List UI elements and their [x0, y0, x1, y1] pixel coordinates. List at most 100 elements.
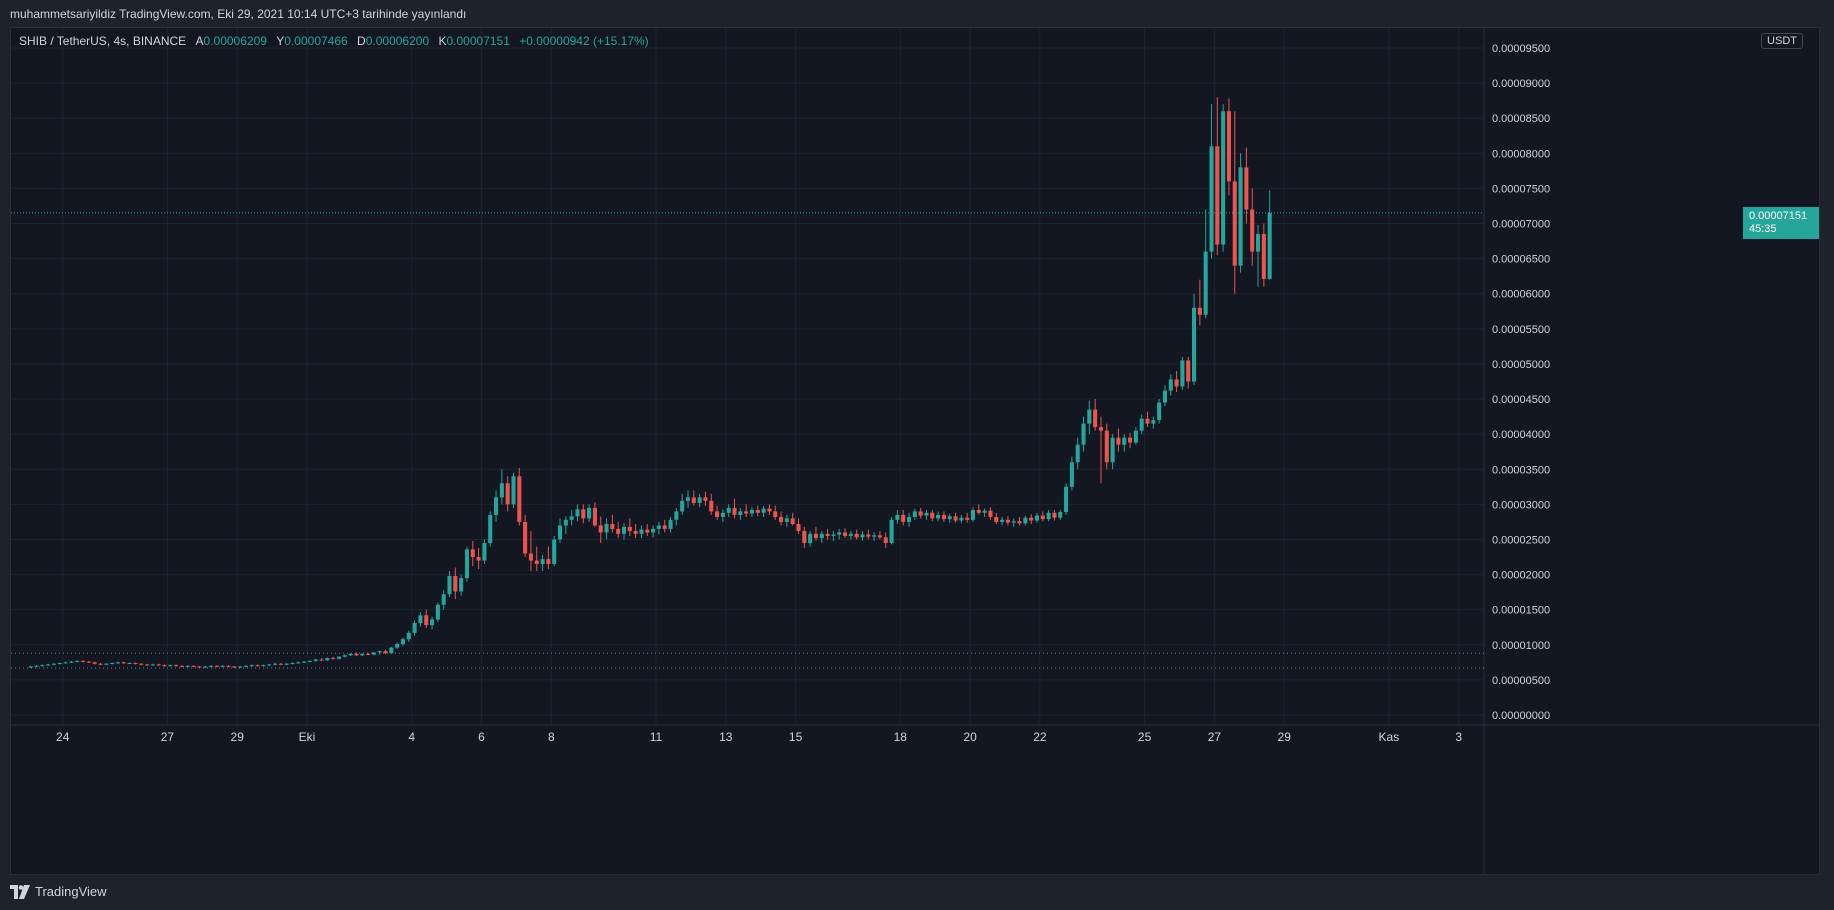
candle-body — [28, 666, 33, 668]
candle-body — [1244, 167, 1249, 210]
tradingview-logo[interactable]: TradingView — [10, 884, 107, 899]
candle-body — [1174, 379, 1179, 387]
candle-body — [1110, 437, 1115, 463]
y-tick-label: 0.00007500 — [1492, 183, 1550, 195]
candle-body — [476, 557, 481, 561]
footer: TradingView — [0, 875, 1834, 910]
candle-body — [546, 559, 551, 565]
candle-body — [627, 526, 632, 532]
candle-body — [424, 615, 429, 626]
candle-body — [145, 664, 150, 666]
candle-body — [459, 578, 464, 592]
candle-body — [1250, 209, 1255, 252]
candle-body — [400, 639, 406, 645]
candle-body — [552, 539, 557, 565]
x-tick-label: 11 — [650, 730, 663, 744]
candle-body — [1005, 519, 1010, 523]
candle-body — [1255, 234, 1261, 252]
candle-body — [238, 666, 243, 668]
y-tick-label: 0.00007000 — [1492, 219, 1550, 231]
candle-body — [249, 665, 254, 667]
candle-body — [569, 516, 574, 520]
candle-body — [1058, 512, 1063, 518]
candle-body — [121, 662, 126, 664]
candle-body — [720, 512, 725, 518]
candle-body — [313, 659, 318, 661]
candle-body — [115, 662, 120, 664]
candle-body — [837, 532, 842, 535]
candle-body — [994, 517, 999, 522]
candle-body — [1261, 234, 1266, 279]
x-tick-label: 27 — [161, 730, 175, 744]
candle-body — [104, 663, 109, 665]
candle-body — [63, 662, 68, 664]
candle-body — [389, 647, 394, 654]
candle-body — [726, 507, 731, 513]
candle-body — [214, 665, 219, 667]
y-tick-label: 0.00009000 — [1492, 78, 1550, 90]
symbol-label[interactable]: SHIB / TetherUS, 4s, BINANCE — [19, 34, 187, 48]
change-value: +0.00000942 (+15.17%) — [519, 34, 649, 48]
candle-body — [616, 528, 621, 534]
candle-body — [540, 559, 545, 565]
candle-body — [1064, 486, 1069, 513]
candle-body — [645, 529, 650, 533]
candle-body — [1075, 444, 1080, 463]
candle-body — [883, 537, 888, 543]
candle-body — [941, 514, 946, 520]
candle-body — [1011, 521, 1016, 523]
y-tick-label: 0.00004500 — [1492, 394, 1550, 406]
candle-body — [360, 653, 365, 656]
candle-body — [848, 533, 853, 536]
candlestick-chart[interactable]: 0.00009500 0.00009000 0.00008500 0.00008000… — [11, 28, 1819, 874]
candle-body — [680, 500, 685, 512]
candle-body — [1098, 427, 1104, 431]
candle-body — [307, 660, 312, 662]
candle-body — [499, 483, 504, 498]
candle-body — [150, 664, 155, 666]
candle-body — [982, 510, 987, 513]
candle-body — [1000, 519, 1005, 522]
candle-body — [319, 659, 324, 661]
close-label: K — [438, 34, 447, 48]
candle-body — [267, 664, 272, 666]
candle-body — [517, 476, 522, 522]
candle-countdown: 45:35 — [1749, 222, 1777, 235]
candle-body — [447, 575, 452, 595]
candle-body — [511, 476, 516, 505]
candle-body — [651, 528, 656, 533]
candle-body — [709, 500, 714, 512]
candle-body — [1209, 146, 1214, 252]
candle-body — [336, 656, 342, 659]
candle-body — [348, 653, 353, 656]
candle-body — [1267, 212, 1272, 279]
x-tick-label: 29 — [1278, 730, 1292, 744]
candle-body — [168, 665, 173, 667]
candle-body — [953, 516, 958, 521]
x-tick-label: 6 — [478, 730, 485, 744]
candle-body — [46, 664, 51, 666]
candle-body — [1215, 146, 1220, 245]
candle-body — [302, 661, 307, 663]
candle-body — [587, 507, 592, 519]
candle-body — [872, 535, 877, 537]
current-price-value: 0.00007151 — [1749, 209, 1808, 222]
currency-unit-button[interactable]: USDT — [1761, 33, 1803, 49]
candle-body — [418, 615, 423, 624]
x-tick-label: 8 — [548, 730, 555, 744]
candle-body — [331, 658, 336, 660]
candle-body — [854, 533, 859, 538]
chart-frame[interactable]: 0.00009500 0.00009000 0.00008500 0.00008000… — [10, 27, 1820, 875]
candle-body — [342, 655, 347, 657]
y-tick-label: 0.00001000 — [1492, 640, 1550, 652]
candle-body — [697, 497, 702, 503]
candle-body — [761, 508, 766, 513]
candle-body — [662, 525, 667, 529]
candle-body — [470, 549, 475, 558]
open-label: A — [195, 34, 204, 48]
candle-body — [81, 660, 86, 662]
candle-body — [877, 535, 882, 538]
candle-body — [895, 514, 900, 520]
candle-body — [557, 525, 563, 540]
candle-body — [208, 665, 214, 667]
